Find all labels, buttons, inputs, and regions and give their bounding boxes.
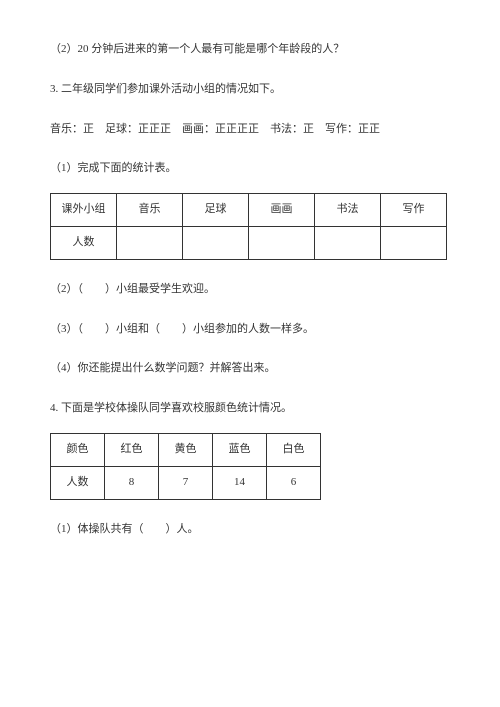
table-header: 书法 xyxy=(315,194,381,227)
table-cell xyxy=(249,226,315,259)
table-header: 音乐 xyxy=(117,194,183,227)
table-header: 足球 xyxy=(183,194,249,227)
question-4-intro: 4. 下面是学校体操队同学喜欢校服颜色统计情况。 xyxy=(50,399,450,419)
table-cell xyxy=(117,226,183,259)
table-row: 人数 8 7 14 6 xyxy=(51,466,321,499)
table-header: 蓝色 xyxy=(213,433,267,466)
table-header: 写作 xyxy=(381,194,447,227)
table-header: 课外小组 xyxy=(51,194,117,227)
question-3-2: （2）（ ）小组最受学生欢迎。 xyxy=(50,280,450,300)
table-activity-groups: 课外小组 音乐 足球 画画 书法 写作 人数 xyxy=(50,193,447,260)
question-3-intro: 3. 二年级同学们参加课外活动小组的情况如下。 xyxy=(50,80,450,100)
question-4-1: （1）体操队共有（ ）人。 xyxy=(50,520,450,540)
table-row: 课外小组 音乐 足球 画画 书法 写作 xyxy=(51,194,447,227)
table-header: 红色 xyxy=(105,433,159,466)
table-cell-label: 人数 xyxy=(51,226,117,259)
table-cell: 7 xyxy=(159,466,213,499)
question-3-3: （3）（ ）小组和（ ）小组参加的人数一样多。 xyxy=(50,320,450,340)
question-3-4: （4）你还能提出什么数学问题？并解答出来。 xyxy=(50,359,450,379)
question-3-1: （1）完成下面的统计表。 xyxy=(50,159,450,179)
table-uniform-colors: 颜色 红色 黄色 蓝色 白色 人数 8 7 14 6 xyxy=(50,433,321,500)
table-header: 黄色 xyxy=(159,433,213,466)
table-cell xyxy=(315,226,381,259)
table-cell-label: 人数 xyxy=(51,466,105,499)
table-cell xyxy=(183,226,249,259)
table-cell: 14 xyxy=(213,466,267,499)
table-cell: 8 xyxy=(105,466,159,499)
table-header: 画画 xyxy=(249,194,315,227)
table-header: 白色 xyxy=(267,433,321,466)
question-3-tally: 音乐：正 足球：正正正 画画：正正正正 书法：正 写作：正正 xyxy=(50,120,450,140)
table-row: 人数 xyxy=(51,226,447,259)
question-2-2: （2）20 分钟后进来的第一个人最有可能是哪个年龄段的人？ xyxy=(50,40,450,60)
table-header: 颜色 xyxy=(51,433,105,466)
table-row: 颜色 红色 黄色 蓝色 白色 xyxy=(51,433,321,466)
table-cell: 6 xyxy=(267,466,321,499)
table-cell xyxy=(381,226,447,259)
